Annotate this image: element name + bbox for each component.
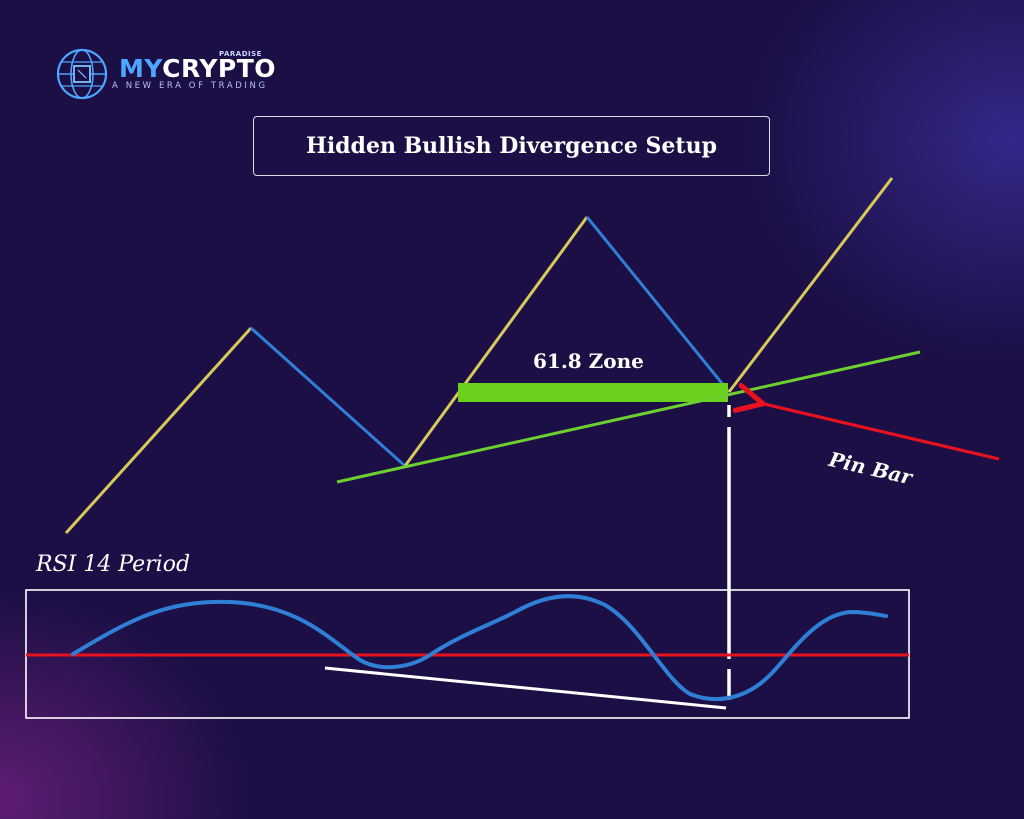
fib-zone-bar [458,383,728,402]
upswing-line-3 [727,177,894,393]
brand-name-part1: MY [119,54,163,83]
downswing-line-2 [585,216,731,393]
brand-name-part2: CRYPTO [162,54,277,83]
brand-tagline: A NEW ERA OF TRADING [112,81,268,91]
fib-zone-label: 61.8 Zone [533,349,644,373]
upswing-line-1 [64,326,253,535]
rsi-curve [71,594,888,702]
support-trendline [336,350,921,484]
downswing-line-1 [249,326,407,468]
upswing-line-2 [403,216,589,467]
pin-bar-arrow [732,382,1000,461]
rsi-divergence-line [324,666,727,710]
rsi-label: RSI 14 Period [36,552,191,577]
brand-name: MYCRYPTO [119,54,276,83]
brand-superscript: PARADISE [219,50,262,58]
globe-chip-icon [56,48,108,100]
diagram-title: Hidden Bullish Divergence Setup [253,116,770,176]
